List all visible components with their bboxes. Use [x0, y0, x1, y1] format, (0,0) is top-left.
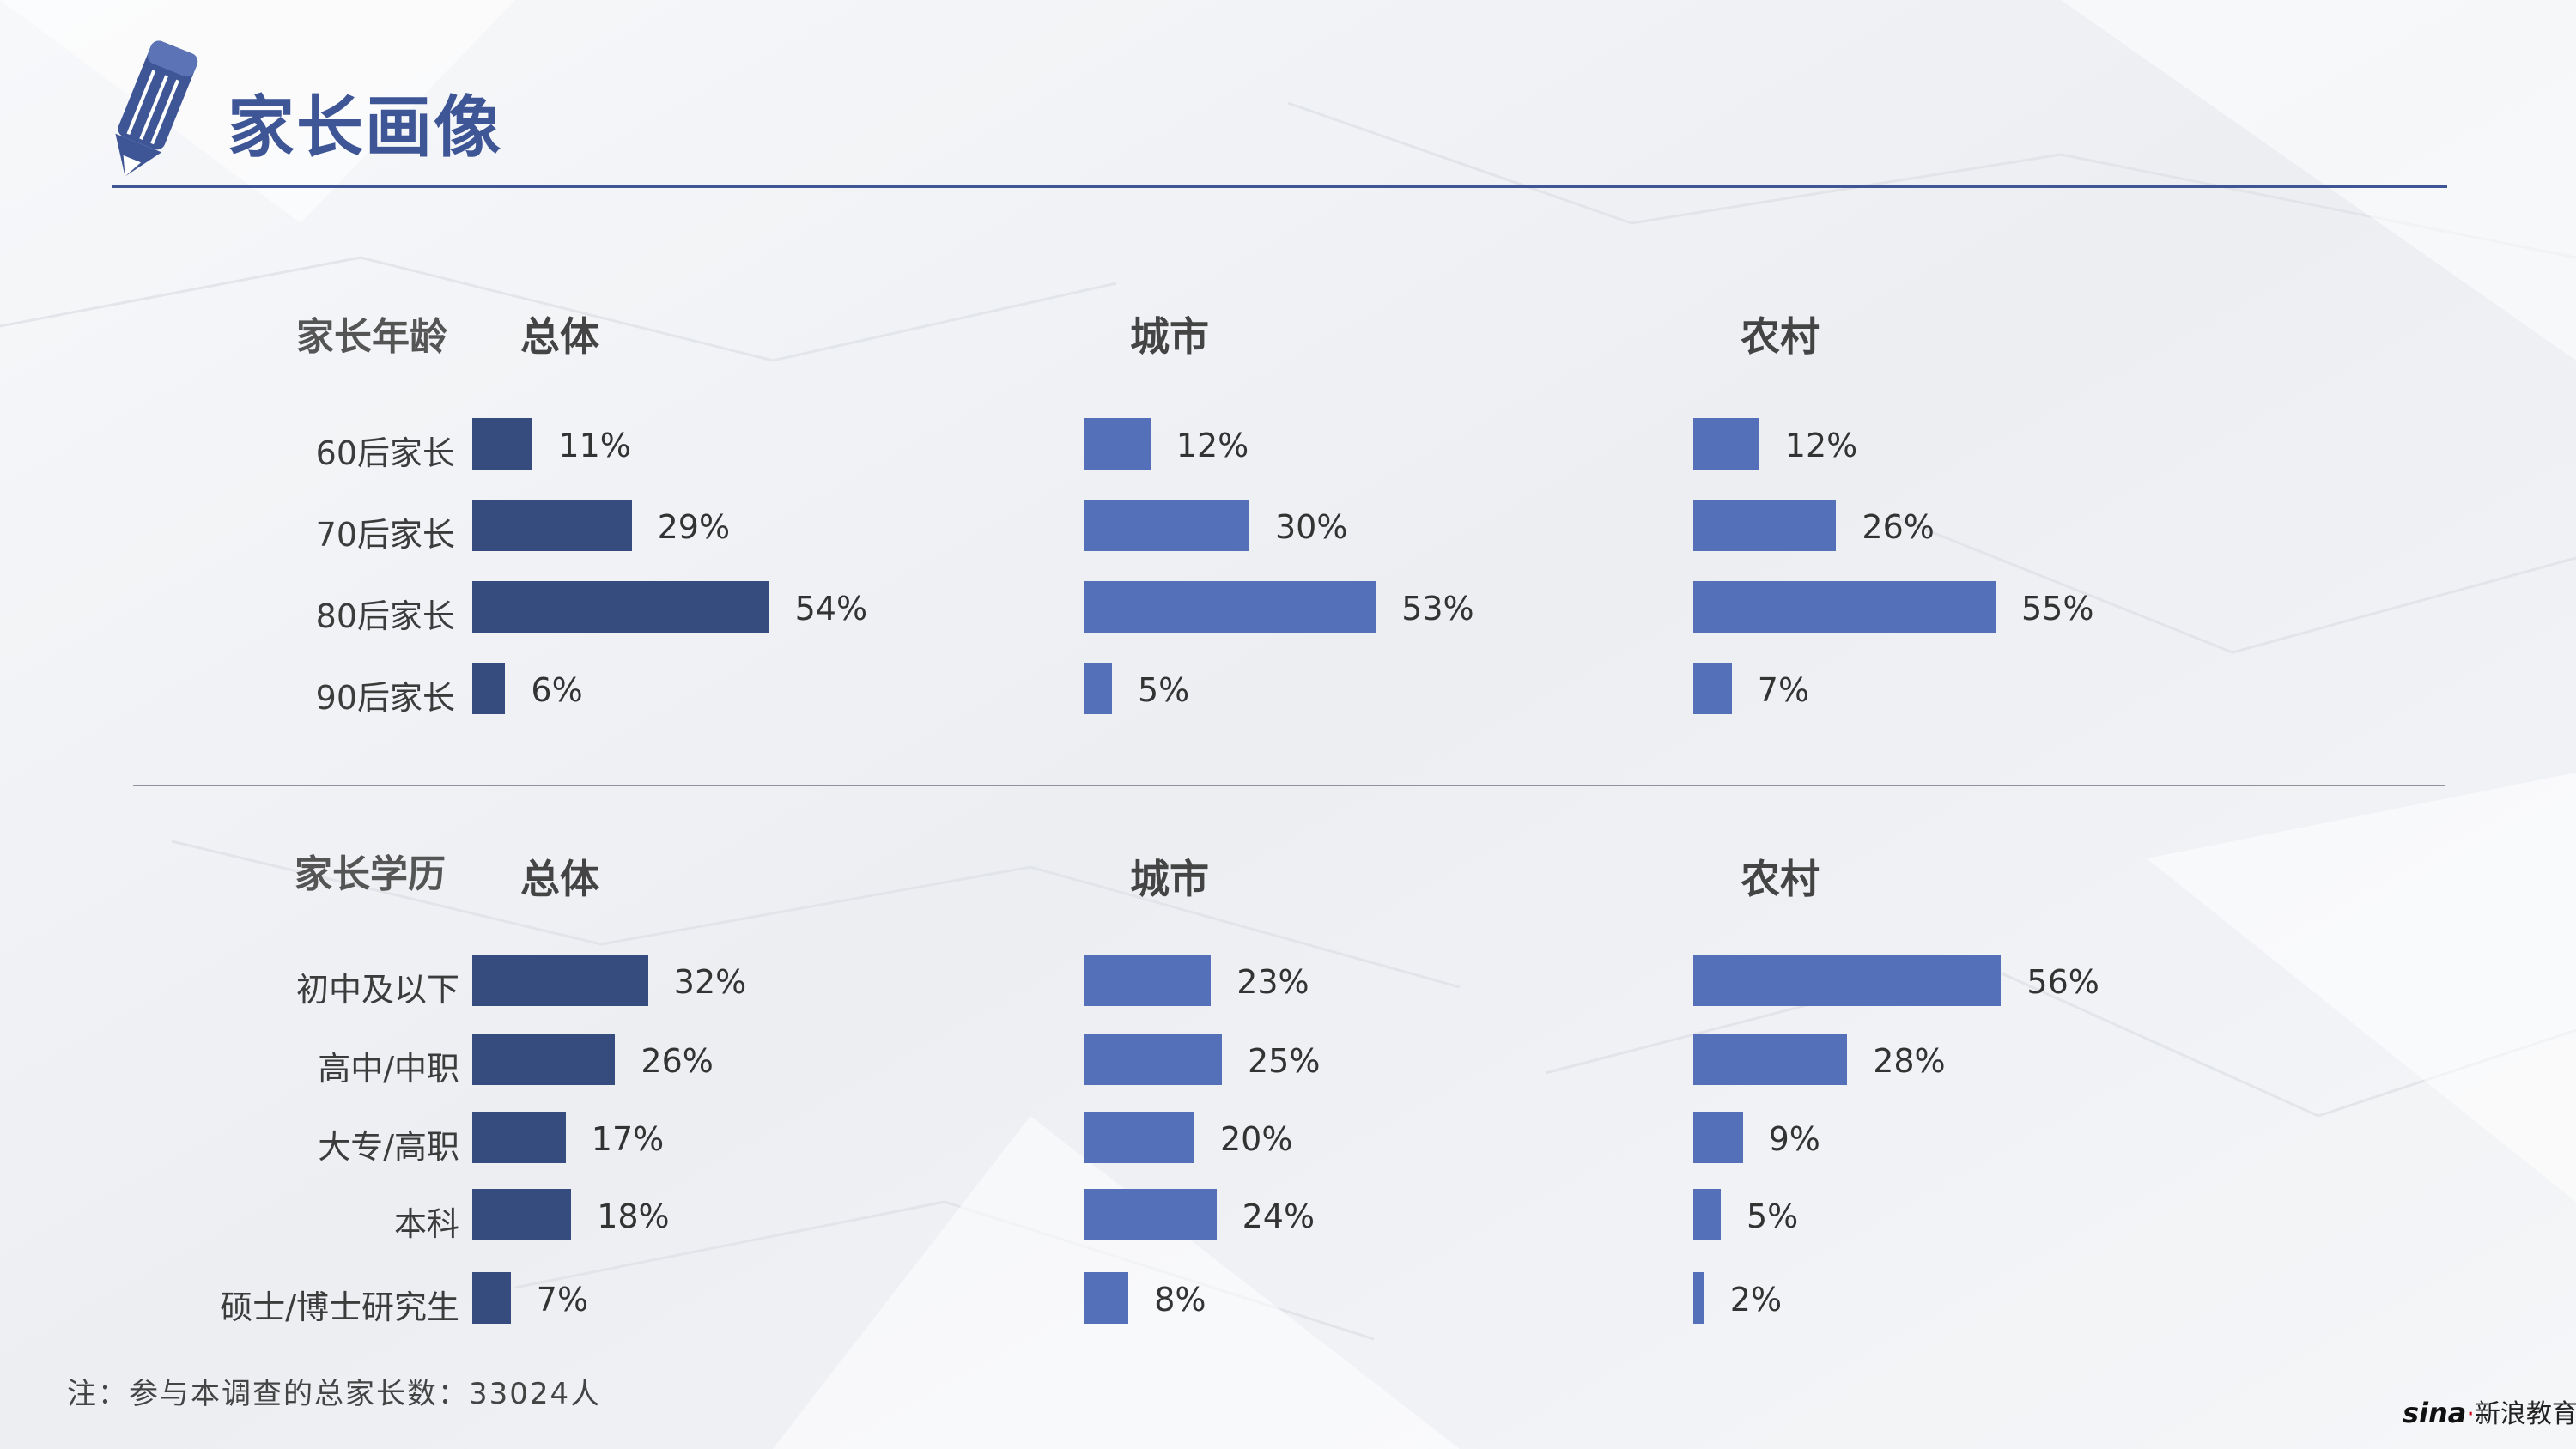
bar — [472, 1272, 511, 1324]
bar — [1084, 1272, 1129, 1324]
category-label: 70后家长 — [315, 516, 455, 554]
column-header: 农村 — [1741, 313, 1820, 360]
value-label: 2% — [1729, 1281, 1783, 1319]
category-label: 高中/中职 — [318, 1050, 459, 1088]
bar — [472, 955, 648, 1006]
section-divider — [133, 785, 2445, 786]
bar — [472, 581, 769, 633]
bar — [472, 1189, 572, 1240]
bar — [1084, 418, 1151, 470]
bar — [472, 663, 506, 714]
value-label: 56% — [2026, 963, 2099, 1001]
logo-brand: sina — [2403, 1397, 2467, 1429]
value-label: 25% — [1248, 1042, 1321, 1080]
category-label: 90后家长 — [315, 679, 455, 717]
page-title: 家长画像 — [228, 89, 503, 167]
value-label: 8% — [1154, 1281, 1206, 1319]
bar — [472, 418, 533, 470]
category-label: 本科 — [393, 1205, 459, 1243]
sina-education-logo: sina·新浪教育 — [2403, 1392, 2576, 1430]
value-label: 20% — [1220, 1120, 1293, 1158]
chart-title: 家长年龄 — [296, 315, 447, 359]
category-label: 硕士/博士研究生 — [220, 1288, 459, 1326]
logo-dot: · — [2466, 1399, 2475, 1429]
value-label: 54% — [794, 590, 868, 627]
bar — [1693, 418, 1759, 470]
bar — [1693, 1189, 1721, 1240]
logo-text: 新浪教育 — [2474, 1399, 2576, 1429]
value-label: 26% — [641, 1042, 714, 1080]
bar — [1084, 500, 1249, 551]
bar — [1693, 1034, 1848, 1085]
bar — [1693, 500, 1837, 551]
value-label: 11% — [558, 427, 631, 464]
bar — [472, 1112, 566, 1163]
value-label: 53% — [1401, 590, 1474, 627]
value-label: 5% — [1138, 671, 1190, 709]
column-header: 农村 — [1741, 856, 1820, 902]
bar — [472, 500, 632, 551]
value-label: 30% — [1275, 508, 1348, 546]
bar — [1084, 581, 1376, 633]
title-divider — [112, 185, 2447, 188]
bar — [472, 1034, 616, 1085]
category-label: 大专/高职 — [318, 1128, 459, 1166]
category-label: 60后家长 — [315, 434, 455, 472]
bar — [1693, 955, 2002, 1006]
category-label: 80后家长 — [315, 597, 455, 635]
value-label: 17% — [591, 1120, 665, 1158]
bar — [1084, 1189, 1217, 1240]
value-label: 7% — [536, 1281, 589, 1319]
value-label: 32% — [673, 963, 747, 1001]
bar — [1084, 1034, 1222, 1085]
value-label: 28% — [1873, 1042, 1946, 1080]
bar — [1693, 581, 1996, 633]
value-label: 26% — [1862, 508, 1935, 546]
value-label: 12% — [1784, 427, 1858, 464]
value-label: 5% — [1747, 1197, 1799, 1235]
category-label: 初中及以下 — [295, 971, 459, 1009]
bar — [1084, 955, 1212, 1006]
value-label: 7% — [1757, 671, 1810, 709]
column-header: 总体 — [520, 856, 599, 902]
chart-title: 家长学历 — [295, 852, 446, 896]
value-label: 6% — [531, 671, 583, 709]
bar — [1084, 663, 1112, 714]
value-label: 29% — [657, 508, 731, 546]
column-header: 城市 — [1130, 856, 1209, 902]
value-label: 23% — [1236, 963, 1309, 1001]
bar — [1693, 663, 1732, 714]
value-label: 9% — [1768, 1120, 1820, 1158]
pencil-icon — [115, 40, 198, 177]
value-label: 24% — [1242, 1197, 1315, 1235]
footnote: 注：参与本调查的总家长数：33024人 — [67, 1377, 602, 1411]
bar — [1693, 1272, 1704, 1324]
bar — [1084, 1112, 1194, 1163]
value-label: 12% — [1176, 427, 1249, 464]
value-label: 55% — [2021, 590, 2094, 627]
column-header: 城市 — [1130, 313, 1209, 360]
column-header: 总体 — [520, 313, 599, 360]
bar — [1693, 1112, 1743, 1163]
value-label: 18% — [597, 1197, 670, 1235]
